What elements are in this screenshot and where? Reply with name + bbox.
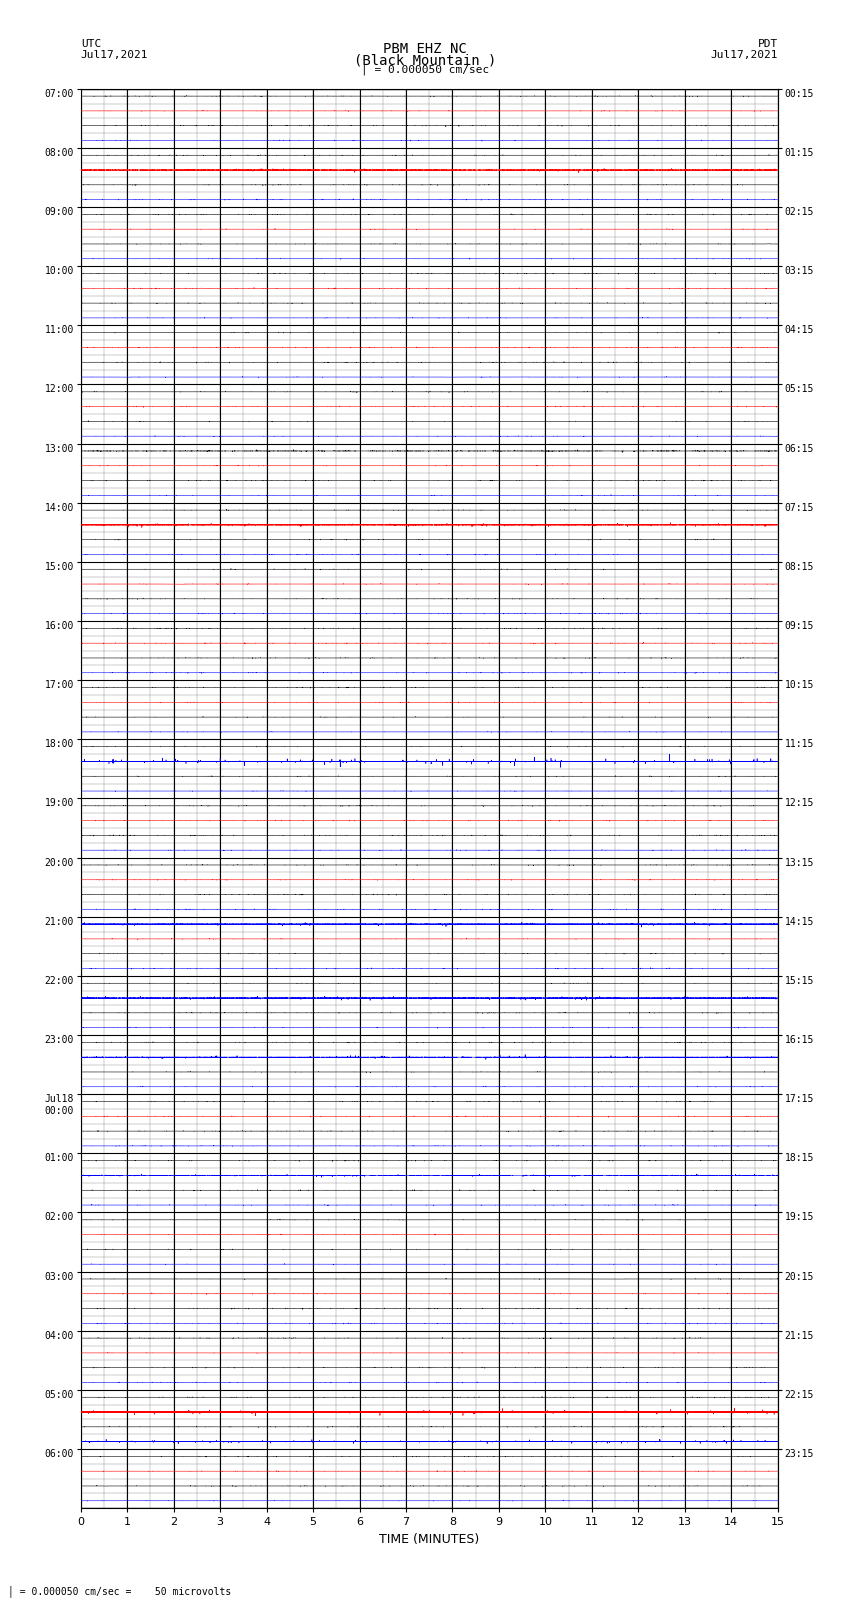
Text: Jul17,2021: Jul17,2021 (81, 50, 148, 60)
Text: UTC: UTC (81, 39, 101, 48)
Text: | = 0.000050 cm/sec: | = 0.000050 cm/sec (361, 65, 489, 76)
Text: (Black Mountain ): (Black Mountain ) (354, 53, 496, 68)
Text: PDT: PDT (757, 39, 778, 48)
Text: Jul17,2021: Jul17,2021 (711, 50, 778, 60)
X-axis label: TIME (MINUTES): TIME (MINUTES) (379, 1532, 479, 1545)
Text: │ = 0.000050 cm/sec =    50 microvolts: │ = 0.000050 cm/sec = 50 microvolts (8, 1586, 232, 1597)
Text: PBM EHZ NC: PBM EHZ NC (383, 42, 467, 56)
